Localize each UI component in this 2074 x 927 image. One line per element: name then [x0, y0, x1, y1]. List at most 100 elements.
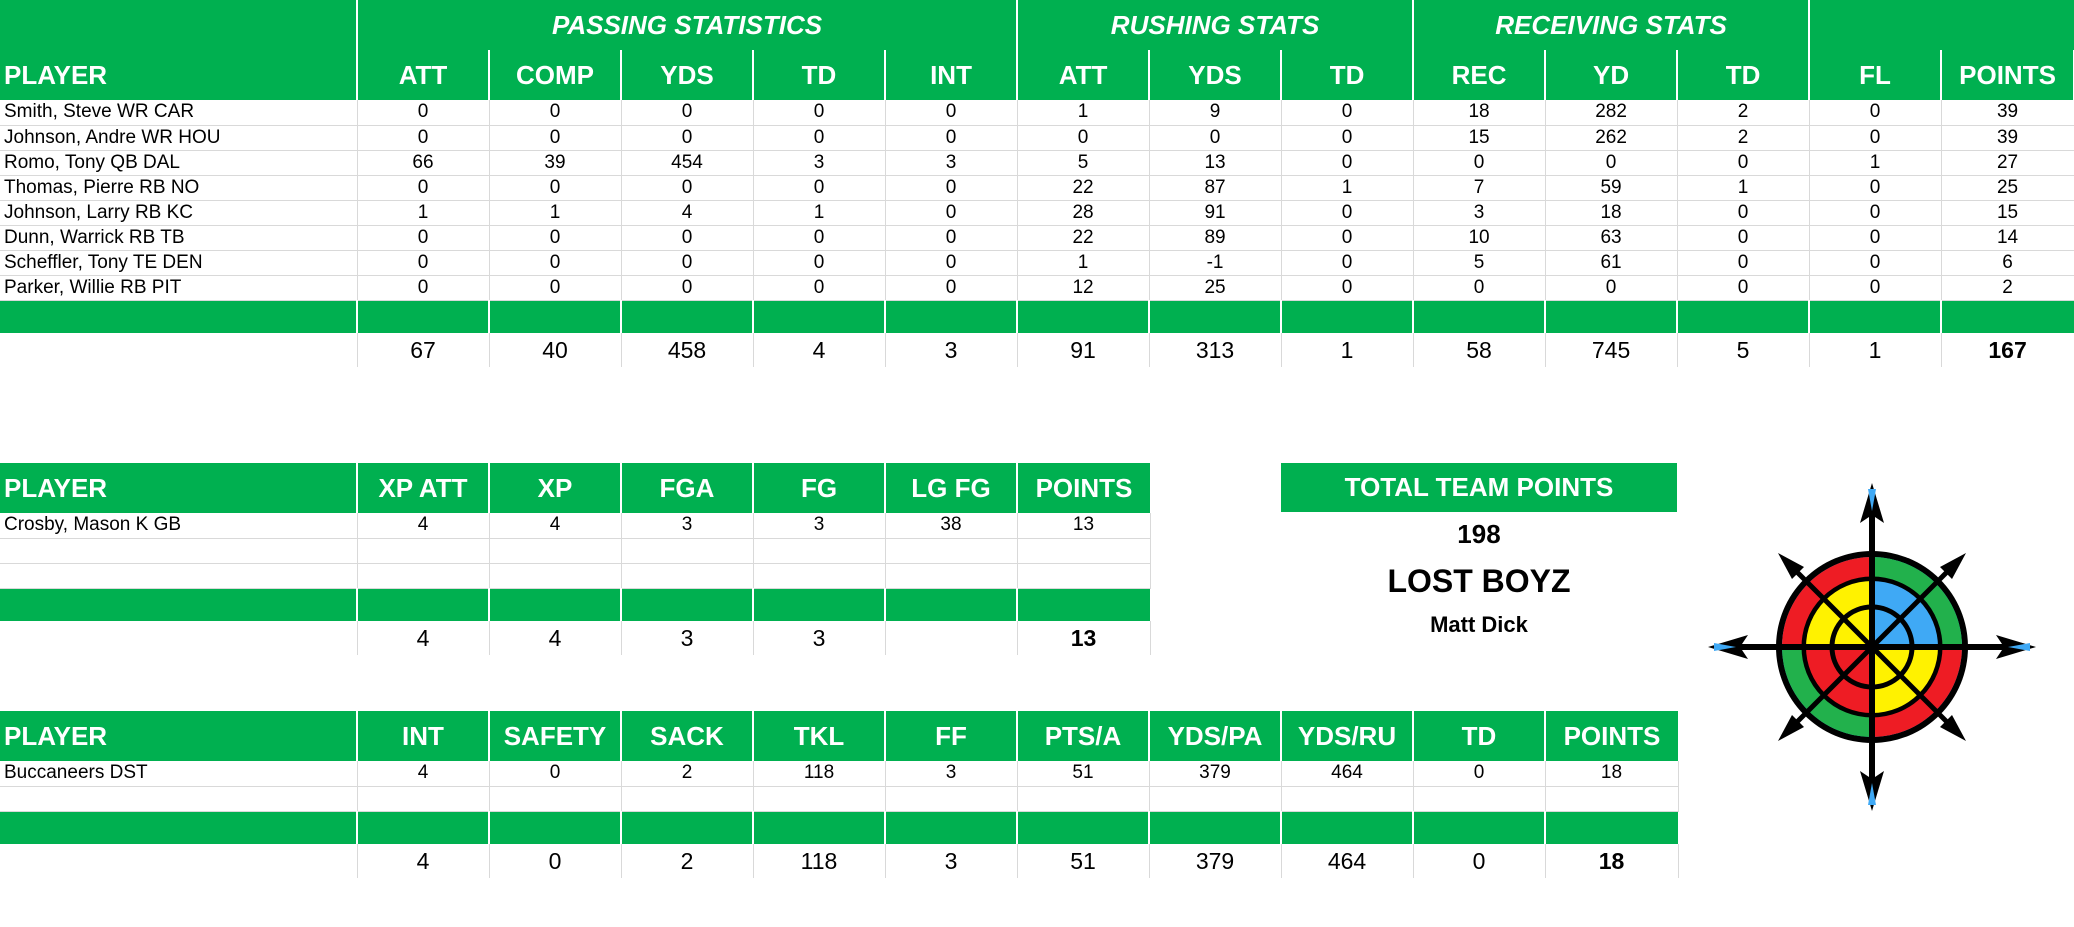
stat-cell: 61: [1545, 250, 1678, 276]
stat-cell: 0: [1809, 225, 1942, 251]
column-header: TD: [1413, 711, 1546, 761]
stat-cell: 0: [1677, 225, 1810, 251]
stat-cell: 6: [1941, 250, 2074, 276]
stat-cell: 0: [1017, 125, 1150, 151]
stat-cell: -1: [1149, 250, 1282, 276]
totals-row: 4 4 3 3 13: [0, 621, 1151, 655]
total-cell: 40: [489, 333, 622, 367]
stat-cell: 2: [1677, 125, 1810, 151]
stat-cell: 27: [1941, 150, 2074, 176]
stat-cell: 0: [1281, 125, 1414, 151]
table-row: Romo, Tony QB DAL 66 39 454 3 3 5 13 0 0 0 0 1 27: [0, 150, 2074, 176]
stat-cell: 91: [1149, 200, 1282, 226]
stat-cell: 0: [621, 275, 754, 301]
column-header: XP: [489, 463, 622, 513]
stat-cell: 0: [357, 225, 490, 251]
stat-cell: 39: [1941, 125, 2074, 151]
stat-cell: 25: [1941, 175, 2074, 201]
stat-cell: 379: [1149, 761, 1282, 787]
total-cell: 4: [357, 621, 490, 655]
player-name-cell: Buccaneers DST: [0, 761, 358, 787]
total-cell: 379: [1149, 844, 1282, 878]
green-separator-row: [0, 811, 1678, 844]
stat-cell: 0: [1809, 175, 1942, 201]
stat-cell: [621, 538, 754, 564]
stat-cell: 0: [1413, 761, 1546, 787]
stat-cell: 0: [1281, 150, 1414, 176]
stat-cell: 0: [1149, 125, 1282, 151]
stat-cell: 15: [1941, 200, 2074, 226]
stat-cell: [753, 538, 886, 564]
rushing-section-title: RUSHING STATS: [1017, 0, 1415, 50]
table-row: Scheffler, Tony TE DEN 0 0 0 0 0 1 -1 0 5 61 0 0 6: [0, 250, 2074, 276]
column-header: YDS: [621, 50, 754, 100]
stat-cell: 0: [621, 225, 754, 251]
total-cell: 313: [1149, 333, 1282, 367]
column-header: YDS: [1149, 50, 1283, 100]
player-column-header: PLAYER: [0, 711, 358, 761]
total-points-cell: 18: [1545, 844, 1679, 878]
stat-cell: 0: [753, 175, 886, 201]
stat-cell: [357, 786, 490, 812]
kicker-stats-table: PLAYER XP ATT XP FGA FG LG FG POINTS Cro…: [0, 463, 1151, 655]
stat-cell: [357, 563, 490, 589]
total-cell: 118: [753, 844, 886, 878]
column-header: XP ATT: [357, 463, 490, 513]
stat-cell: 0: [357, 275, 490, 301]
stat-cell: [885, 538, 1018, 564]
total-cell: 1: [1809, 333, 1942, 367]
stat-cell: [885, 563, 1018, 589]
stat-cell: 22: [1017, 175, 1150, 201]
stat-cell: 0: [1677, 150, 1810, 176]
stat-cell: 454: [621, 150, 754, 176]
total-cell: 0: [489, 844, 622, 878]
totals-row: 4 0 2 118 3 51 379 464 0 18: [0, 844, 1679, 878]
stat-cell: 0: [1281, 200, 1414, 226]
stat-cell: 1: [357, 200, 490, 226]
stat-cell: 18: [1545, 200, 1678, 226]
total-points-cell: 167: [1941, 333, 2074, 367]
table-row: [0, 538, 1151, 564]
stat-cell: 262: [1545, 125, 1678, 151]
stat-cell: [489, 538, 622, 564]
stat-cell: 25: [1149, 275, 1282, 301]
stat-cell: 0: [1281, 275, 1414, 301]
stat-cell: 66: [357, 150, 490, 176]
player-name-cell: [0, 563, 358, 589]
player-name-cell: Crosby, Mason K GB: [0, 513, 358, 539]
stat-cell: 0: [885, 200, 1018, 226]
total-team-points-value: 198: [1457, 519, 1501, 549]
stat-cell: 4: [489, 513, 622, 539]
stat-cell: 63: [1545, 225, 1678, 251]
stat-cell: [753, 786, 886, 812]
total-cell: 2: [621, 844, 754, 878]
total-cell: 51: [1017, 844, 1150, 878]
stat-cell: 0: [621, 100, 754, 126]
column-header: FL: [1809, 50, 1943, 100]
stat-cell: 0: [1809, 125, 1942, 151]
stat-cell: [357, 538, 490, 564]
totals-row: 67 40 458 4 3 91 313 1 58 745 5 1 167: [0, 333, 2074, 367]
stat-cell: 3: [1413, 200, 1546, 226]
stat-cell: 0: [1809, 200, 1942, 226]
stat-cell: 59: [1545, 175, 1678, 201]
total-cell: 0: [1413, 844, 1546, 878]
stat-cell: 1: [753, 200, 886, 226]
stat-cell: 4: [621, 200, 754, 226]
table-row: [0, 786, 1679, 812]
table-row: Buccaneers DST 4 0 2 118 3 51 379 464 0 18: [0, 761, 1679, 787]
total-team-points-header: TOTAL TEAM POINTS: [1281, 463, 1677, 512]
table-row: Johnson, Larry RB KC 1 1 4 1 0 28 91 0 3 18 0 0 15: [0, 200, 2074, 226]
stat-cell: 0: [1809, 275, 1942, 301]
stat-cell: 5: [1413, 250, 1546, 276]
player-name-cell: Johnson, Larry RB KC: [0, 200, 358, 226]
column-header: ATT: [1017, 50, 1151, 100]
column-header: COMP: [489, 50, 622, 100]
stat-cell: 1: [1017, 250, 1150, 276]
stat-cell: 464: [1281, 761, 1414, 787]
blank-header-cell: [0, 0, 358, 50]
stat-cell: [1017, 538, 1151, 564]
stat-cell: [1281, 786, 1414, 812]
section-header-row: PASSING STATISTICS RUSHING STATS RECEIVI…: [0, 0, 2074, 50]
stat-cell: 0: [357, 175, 490, 201]
